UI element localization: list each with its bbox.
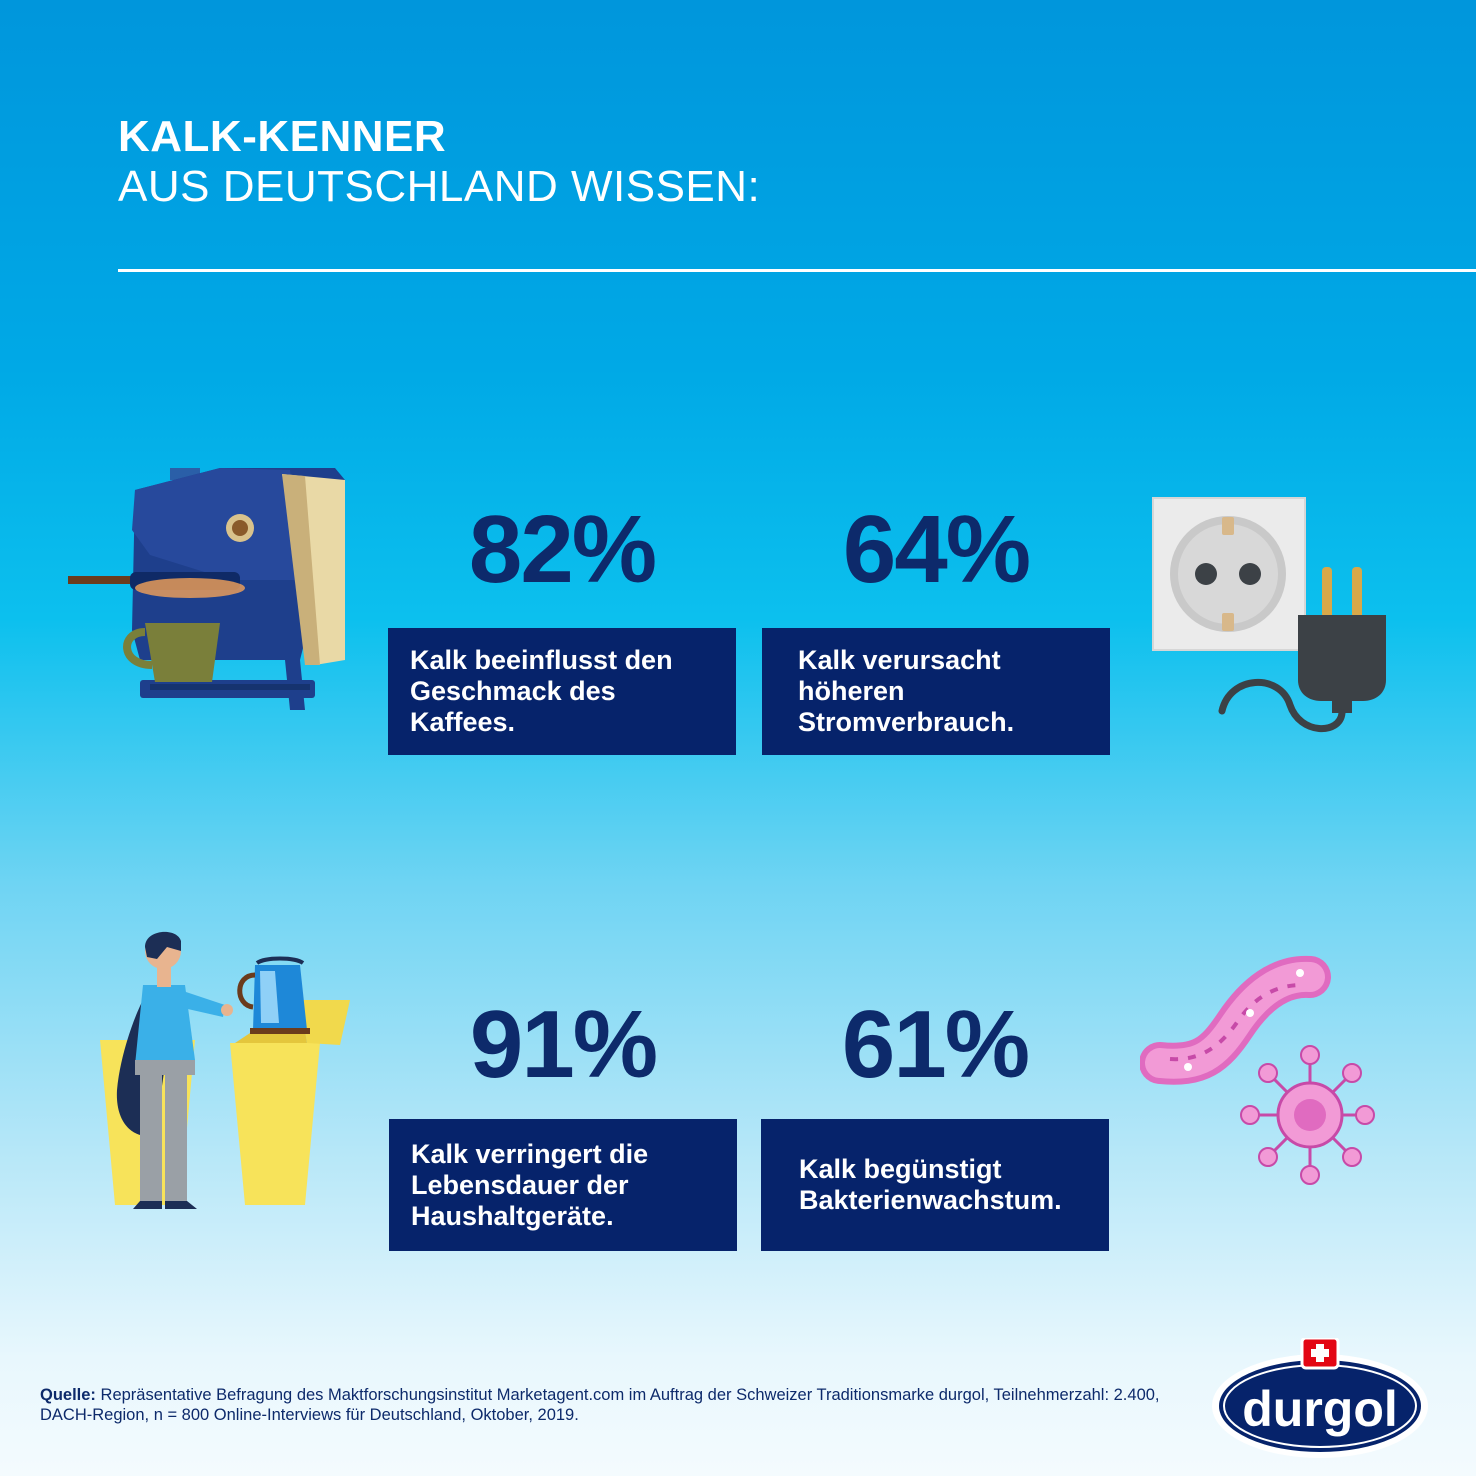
stat-text-coffee: Kalk beeinflusst den Geschmack des Kaffe… bbox=[410, 645, 673, 737]
divider-line bbox=[118, 269, 1476, 272]
stat-box-power: Kalk verursacht höheren Stromverbrauch. bbox=[762, 628, 1110, 755]
stat-box-coffee: Kalk beeinflusst den Geschmack des Kaffe… bbox=[388, 628, 736, 755]
stat-value-coffee: 82% bbox=[468, 496, 657, 603]
bacteria-icon bbox=[1140, 955, 1375, 1185]
source-label: Quelle: bbox=[40, 1386, 96, 1404]
durgol-logo: durgol bbox=[1212, 1338, 1428, 1458]
stat-text-bacteria: Kalk begünstigt Bakterienwachstum. bbox=[799, 1154, 1062, 1215]
logo-text: durgol bbox=[1242, 1381, 1398, 1437]
power-plug-socket-icon bbox=[1152, 497, 1386, 732]
source-text: Repräsentative Befragung des Maktforschu… bbox=[40, 1386, 1160, 1424]
stat-value-bacteria: 61% bbox=[841, 991, 1030, 1098]
stat-value-appliances: 91% bbox=[469, 991, 658, 1098]
title-subline: AUS DEUTSCHLAND WISSEN: bbox=[118, 162, 761, 211]
coffee-machine-icon bbox=[68, 468, 345, 710]
stat-text-appliances: Kalk verringert die Lebensdauer der Haus… bbox=[411, 1138, 649, 1231]
source-note: Quelle: Repräsentative Befragung des Mak… bbox=[40, 1385, 1180, 1425]
stat-box-appliances: Kalk verringert die Lebensdauer der Haus… bbox=[389, 1119, 737, 1251]
stat-value-power: 64% bbox=[842, 496, 1031, 603]
stat-text-power: Kalk verursacht höheren Stromverbrauch. bbox=[798, 645, 1015, 737]
stat-box-bacteria: Kalk begünstigt Bakterienwachstum. bbox=[761, 1119, 1109, 1251]
person-kettle-icon bbox=[100, 931, 350, 1209]
title-bold: KALK-KENNER bbox=[118, 112, 447, 161]
